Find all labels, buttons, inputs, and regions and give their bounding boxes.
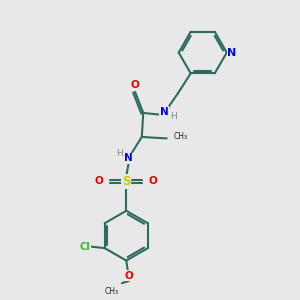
Text: N: N — [124, 153, 133, 163]
Text: CH₃: CH₃ — [105, 287, 119, 296]
Text: N: N — [160, 107, 169, 117]
Text: CH₃: CH₃ — [174, 133, 188, 142]
Text: H: H — [170, 112, 177, 121]
Text: H: H — [116, 149, 123, 158]
Text: O: O — [130, 80, 139, 90]
Text: O: O — [149, 176, 158, 187]
Text: O: O — [125, 271, 134, 281]
Text: S: S — [122, 175, 130, 188]
Text: N: N — [227, 48, 237, 58]
Text: Cl: Cl — [80, 242, 90, 252]
Text: O: O — [95, 176, 104, 187]
